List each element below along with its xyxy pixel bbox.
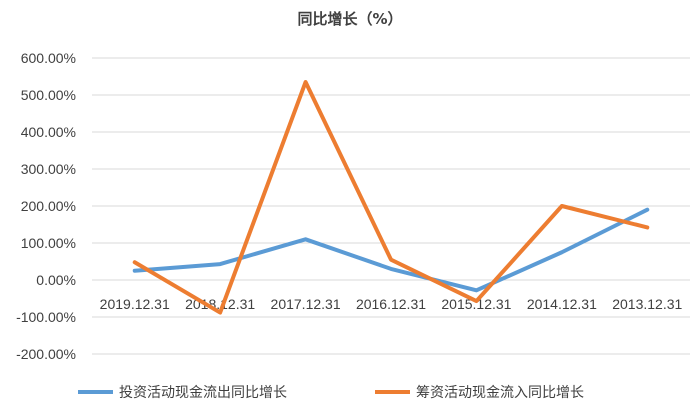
series-line-2 [132,80,650,315]
y-tick-label: 600.00% [21,50,76,66]
y-tick-label: 300.00% [21,161,76,177]
x-tick-label: 2013.12.31 [612,296,682,312]
gridlines [92,57,690,355]
y-tick-label: -100.00% [16,309,76,325]
y-tick-label: -200.00% [16,346,76,362]
y-tick-label: 0.00% [36,272,76,288]
y-tick-label: 500.00% [21,87,76,103]
x-tick-label: 2014.12.31 [527,296,597,312]
x-axis-ticks: 2019.12.31 2018.12.31 2017.12.31 2016.12.31… [100,296,683,312]
x-tick-label: 2015.12.31 [441,296,511,312]
y-axis-ticks: 600.00% 500.00% 400.00% 300.00% 200.00% 100.0… [16,50,76,362]
y-tick-label: 100.00% [21,235,76,251]
legend-label: 投资活动现金流出同比增长 [119,385,287,401]
x-tick-label: 2019.12.31 [100,296,170,312]
legend: 投资活动现金流出同比增长 筹资活动现金流入同比增长 [78,384,584,401]
x-tick-label: 2016.12.31 [356,296,426,312]
series-line-1 [132,207,650,293]
y-tick-label: 400.00% [21,124,76,140]
series-lines [132,80,650,315]
chart-title: 同比增长（%） [297,10,402,28]
y-tick-label: 200.00% [21,198,76,214]
x-tick-label: 2017.12.31 [271,296,341,312]
legend-label: 筹资活动现金流入同比增长 [416,384,584,401]
